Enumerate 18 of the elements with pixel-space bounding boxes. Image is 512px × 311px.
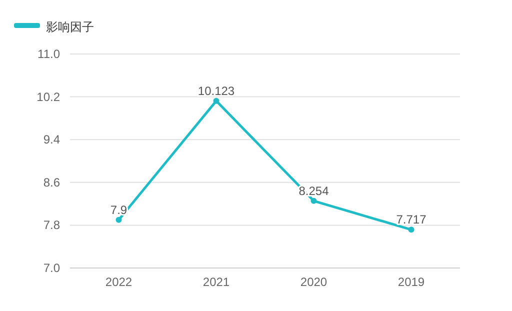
- x-tick-label: 2020: [300, 275, 328, 289]
- legend-label: 影响因子: [46, 20, 94, 34]
- data-label: 7.717: [396, 212, 427, 227]
- y-tick-label: 8.6: [43, 175, 60, 190]
- point: [310, 198, 317, 204]
- y-tick-label: 7.8: [43, 218, 60, 232]
- x-tick-label: 2022: [105, 275, 132, 289]
- x-tick-label: 2019: [398, 275, 425, 289]
- x-tick-label: 2021: [202, 275, 230, 289]
- y-tick-label: 7.0: [43, 261, 60, 275]
- point: [408, 226, 414, 233]
- data-label: 10.123: [198, 84, 235, 98]
- y-tick-label: 11.0: [38, 47, 60, 61]
- y-tick-label: 10.2: [36, 90, 60, 104]
- point: [116, 216, 122, 223]
- y-tick-label: 9.4: [43, 132, 60, 147]
- data-label: 7.9: [110, 202, 128, 217]
- point: [213, 98, 220, 104]
